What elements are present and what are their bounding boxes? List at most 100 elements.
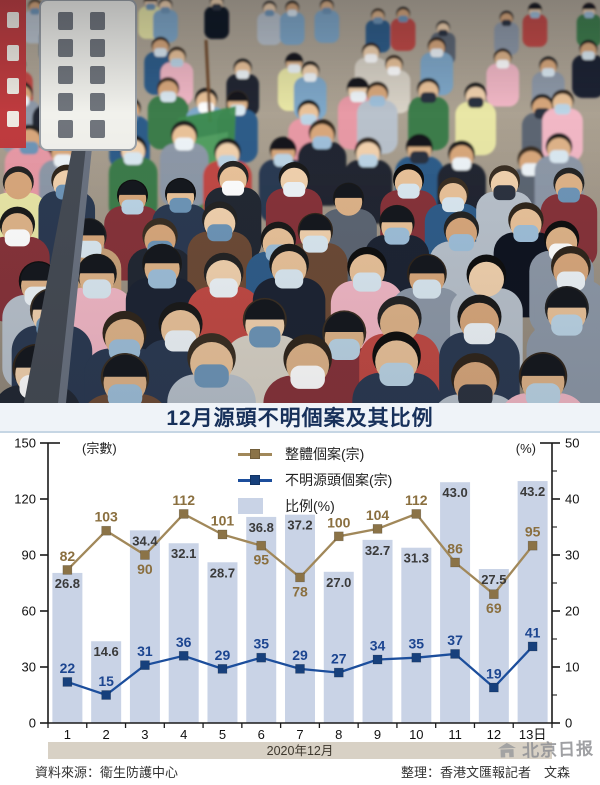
chart-title-band: 12月源頭不明個案及其比例 bbox=[0, 403, 600, 433]
unknown-marker-day-11 bbox=[450, 649, 460, 659]
cases-ratio-chart: 2020年12月 0 30 60 90 120 150 (宗數) 0 10 20 30 40 50 (%) 1… bbox=[14, 436, 579, 759]
unknown-marker-day-5 bbox=[217, 664, 228, 674]
ratio-bar-swatch-icon bbox=[238, 498, 263, 514]
unknown-marker-day-9 bbox=[372, 654, 383, 665]
unknown-marker-day-6 bbox=[256, 652, 267, 663]
legend-item-unknown: 不明源頭個案(宗) bbox=[238, 467, 392, 493]
unknown-value-day-10: 35 bbox=[409, 636, 425, 652]
ratio-bar-day-11 bbox=[440, 482, 471, 723]
total-line-swatch-icon bbox=[238, 446, 272, 462]
ratio-value-day-13: 43.2 bbox=[520, 484, 545, 499]
ratio-value-day-5: 28.7 bbox=[210, 565, 235, 580]
legend-item-ratio: 比例(%) bbox=[238, 493, 392, 519]
left-tick-label: 120 bbox=[14, 492, 36, 507]
total-value-day-10: 112 bbox=[405, 492, 428, 508]
x-label-day-8: 8 bbox=[335, 727, 342, 742]
ratio-value-day-7: 37.2 bbox=[287, 518, 312, 533]
credit-note: 整理：香港文匯報記者 文森 bbox=[400, 765, 570, 780]
x-label-day-3: 3 bbox=[141, 727, 148, 742]
chart-area: 2020年12月 0 30 60 90 120 150 (宗數) 0 10 20 30 40 50 (%) 1… bbox=[0, 433, 600, 785]
source-note: 資料來源：衛生防護中心 bbox=[35, 765, 179, 780]
ratio-value-day-11: 43.0 bbox=[442, 485, 467, 500]
x-label-day-9: 9 bbox=[374, 727, 381, 742]
unknown-marker-day-1 bbox=[62, 677, 73, 687]
unknown-line-swatch-icon bbox=[238, 472, 272, 488]
right-tick-label: 0 bbox=[565, 716, 572, 731]
ratio-bar-day-9 bbox=[362, 539, 393, 723]
x-label-day-4: 4 bbox=[180, 727, 187, 742]
total-marker-day-4 bbox=[178, 509, 189, 519]
unknown-marker-day-12 bbox=[489, 682, 499, 693]
ratio-bar-day-5 bbox=[207, 562, 238, 723]
total-marker-day-8 bbox=[333, 531, 344, 542]
ratio-bar-day-8 bbox=[323, 571, 354, 723]
ratio-value-day-3: 34.4 bbox=[132, 533, 158, 548]
ratio-bar-day-2 bbox=[91, 641, 122, 723]
total-marker-day-2 bbox=[101, 525, 111, 536]
right-tick-label: 10 bbox=[565, 660, 579, 675]
ratio-value-day-2: 14.6 bbox=[93, 644, 118, 659]
total-value-day-9: 104 bbox=[366, 507, 390, 523]
right-tick-label: 50 bbox=[565, 436, 579, 451]
legend-item-total: 整體個案(宗) bbox=[238, 441, 392, 467]
left-axis-title: (宗數) bbox=[82, 441, 117, 456]
total-value-day-4: 112 bbox=[172, 492, 195, 508]
left-tick-label: 0 bbox=[29, 716, 36, 731]
x-label-day-13: 13日 bbox=[519, 727, 546, 742]
total-marker-day-12 bbox=[489, 589, 499, 599]
total-value-day-6: 95 bbox=[253, 552, 269, 568]
total-marker-day-13 bbox=[527, 540, 538, 551]
ratio-bar-day-13 bbox=[517, 481, 548, 723]
unknown-value-day-4: 36 bbox=[176, 634, 192, 650]
left-tick-label: 150 bbox=[14, 436, 36, 451]
month-band bbox=[48, 742, 552, 759]
x-label-day-1: 1 bbox=[64, 727, 71, 742]
left-tick-label: 60 bbox=[22, 604, 36, 619]
total-value-day-7: 78 bbox=[292, 583, 308, 599]
x-label-day-11: 11 bbox=[448, 727, 462, 742]
x-label-day-5: 5 bbox=[219, 727, 226, 742]
total-value-day-13: 95 bbox=[525, 524, 541, 540]
total-value-day-11: 86 bbox=[447, 540, 463, 556]
legend-label-total: 整體個案(宗) bbox=[285, 446, 365, 462]
ratio-value-day-9: 32.7 bbox=[365, 543, 390, 558]
ratio-value-day-8: 27.0 bbox=[326, 575, 351, 590]
x-label-day-7: 7 bbox=[296, 727, 303, 742]
unknown-value-day-8: 27 bbox=[331, 651, 347, 667]
ratio-bar-day-10 bbox=[401, 547, 432, 723]
left-tick-label: 30 bbox=[22, 660, 36, 675]
unknown-value-day-11: 37 bbox=[447, 632, 463, 648]
unknown-value-day-9: 34 bbox=[370, 638, 386, 654]
unknown-value-day-1: 22 bbox=[60, 660, 76, 676]
total-marker-day-11 bbox=[450, 557, 460, 568]
unknown-marker-day-3 bbox=[140, 660, 150, 670]
unknown-marker-day-10 bbox=[411, 652, 422, 663]
ratio-value-day-1: 26.8 bbox=[55, 576, 80, 591]
x-label-day-2: 2 bbox=[103, 727, 110, 742]
unknown-marker-day-4 bbox=[178, 651, 189, 661]
chart-legend: 整體個案(宗) 不明源頭個案(宗) 比例(%) bbox=[238, 441, 392, 519]
unknown-value-day-13: 41 bbox=[525, 624, 541, 640]
total-value-day-2: 103 bbox=[94, 509, 118, 525]
ratio-bar-day-7 bbox=[285, 514, 315, 723]
right-tick-label: 20 bbox=[565, 604, 579, 619]
unknown-value-day-3: 31 bbox=[137, 643, 153, 659]
crowd-photo-illustration bbox=[0, 0, 600, 403]
ratio-bar-day-4 bbox=[168, 543, 199, 723]
right-tick-label: 30 bbox=[565, 548, 579, 563]
total-value-day-12: 69 bbox=[486, 600, 502, 616]
left-tick-label: 90 bbox=[22, 548, 36, 563]
beijing-daily-logo-icon bbox=[497, 742, 516, 758]
total-value-day-1: 82 bbox=[60, 548, 76, 564]
legend-label-ratio: 比例(%) bbox=[285, 498, 335, 514]
total-marker-day-5 bbox=[217, 529, 228, 540]
x-label-day-10: 10 bbox=[409, 727, 423, 742]
right-axis-title: (%) bbox=[516, 441, 536, 456]
unknown-value-day-7: 29 bbox=[292, 647, 308, 663]
total-marker-day-6 bbox=[256, 540, 267, 551]
ratio-bar-day-6 bbox=[246, 516, 277, 723]
legend-label-unknown: 不明源頭個案(宗) bbox=[285, 472, 393, 488]
x-label-day-6: 6 bbox=[258, 727, 265, 742]
month-band-label: 2020年12月 bbox=[267, 744, 334, 758]
